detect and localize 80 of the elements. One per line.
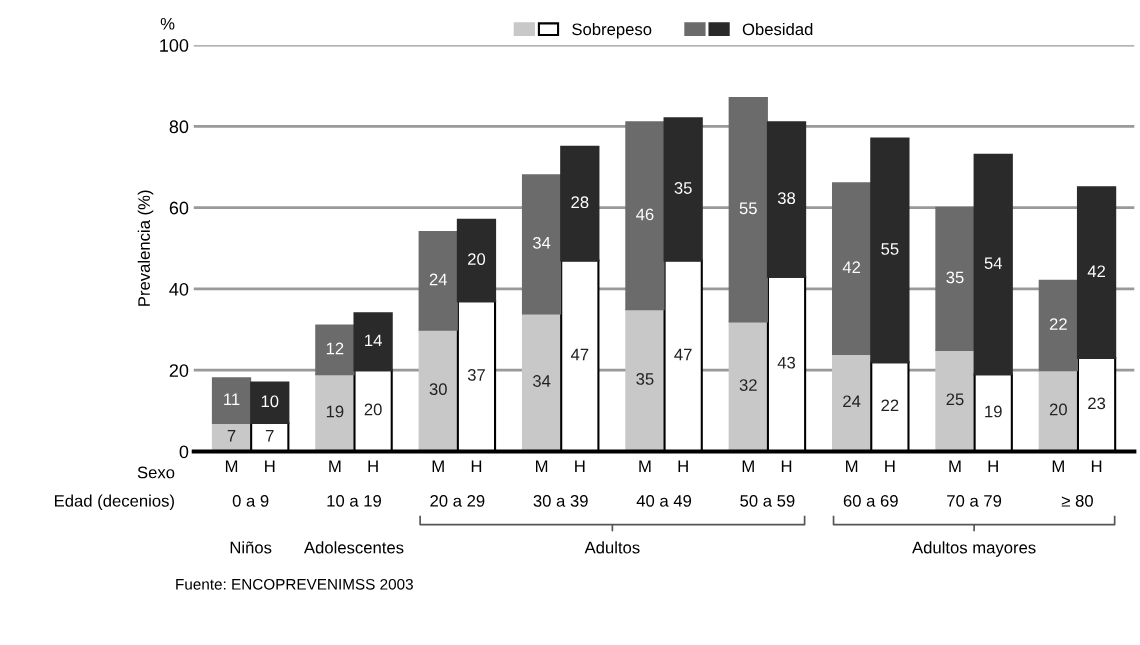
data-label: 54 [984,257,1003,270]
y-tick-label: 40 [169,282,189,296]
data-label: 34 [532,236,551,249]
text: 50 a 59 [740,494,795,507]
text: 40 a 49 [636,494,692,507]
data-label: 30 [429,383,447,396]
x-tick-label: H [1091,460,1102,472]
data-label: 14 [365,334,382,347]
x-tick-label: M [846,460,858,472]
data-label: 25 [946,393,964,406]
y-tick-label: 100 [160,39,189,52]
x-tick-label: M [1052,460,1064,472]
data-label: 22 [881,399,899,412]
x-tick-label: H [781,460,792,472]
text: 70 a 79 [947,494,1002,507]
data-label: 34 [532,375,551,387]
data-label: 12 [326,342,344,355]
data-label: 38 [777,192,796,205]
data-label: 35 [674,182,692,194]
data-label: 55 [739,202,757,215]
y-axis-title: Prevalencia (%) [137,190,154,306]
data-label: 55 [881,243,899,255]
text: 20 a 29 [430,494,485,507]
data-label: 7 [265,430,274,442]
x-tick-label: M [432,460,444,472]
x-tick-label: M [742,460,754,472]
data-label: 24 [429,273,448,286]
data-label: 43 [777,356,796,369]
x-tick-label: H [885,460,895,472]
data-label: 10 [261,395,279,408]
y-tick-label: 20 [169,364,189,377]
data-label: 11 [224,393,240,406]
data-label: 46 [636,208,654,221]
legend-label: Obesidad [742,22,813,36]
text: 10 a 19 [327,494,382,507]
y-tick-label: 60 [169,201,189,215]
y-tick-label: 0 [179,445,189,459]
x-tick-label: M [225,460,238,472]
x-tick-label: M [329,460,341,472]
data-label: 35 [946,271,964,284]
data-label: 7 [227,430,236,442]
text: Adultos [584,541,640,554]
x-tick-label: H [575,460,585,472]
text: 60 a 69 [843,494,898,507]
text: Sexo [137,466,175,479]
text: Niños [230,541,272,554]
x-tick-label: H [471,460,482,472]
x-tick-label: H [678,460,688,472]
text: ≥ 80 [1061,494,1093,507]
x-tick-label: H [265,460,275,472]
text: Adultos mayores [912,541,1036,557]
data-label: 47 [674,348,692,361]
data-label: 28 [571,196,589,209]
legend-label: Sobrepeso [572,22,652,39]
data-label: 35 [636,373,654,385]
x-tick-label: H [368,460,378,472]
text: Edad (decenios) [55,494,174,511]
x-tick-label: H [988,460,998,472]
data-label: 32 [739,379,757,391]
data-label: 20 [364,403,382,416]
data-label: 37 [467,369,485,381]
data-label: 22 [1049,318,1067,330]
text: % [160,17,175,30]
y-tick-label: 80 [169,120,189,134]
data-label: 20 [468,253,486,265]
data-label: 19 [985,405,1002,418]
data-label: 19 [326,405,344,418]
x-tick-label: M [639,460,651,472]
text: 0 a 9 [232,494,269,507]
data-label: 23 [1088,397,1106,410]
data-label: 47 [570,348,589,361]
x-tick-label: M [949,460,961,472]
text: Adolescentes [304,541,404,554]
source-note: Fuente: ENCOPREVENIMSS 2003 [176,578,413,590]
data-label: 24 [843,395,861,408]
x-tick-label: M [536,460,548,472]
data-label: 42 [842,261,861,273]
data-label: 20 [1049,403,1067,416]
data-label: 42 [1087,265,1106,278]
text: 30 a 39 [533,494,588,507]
